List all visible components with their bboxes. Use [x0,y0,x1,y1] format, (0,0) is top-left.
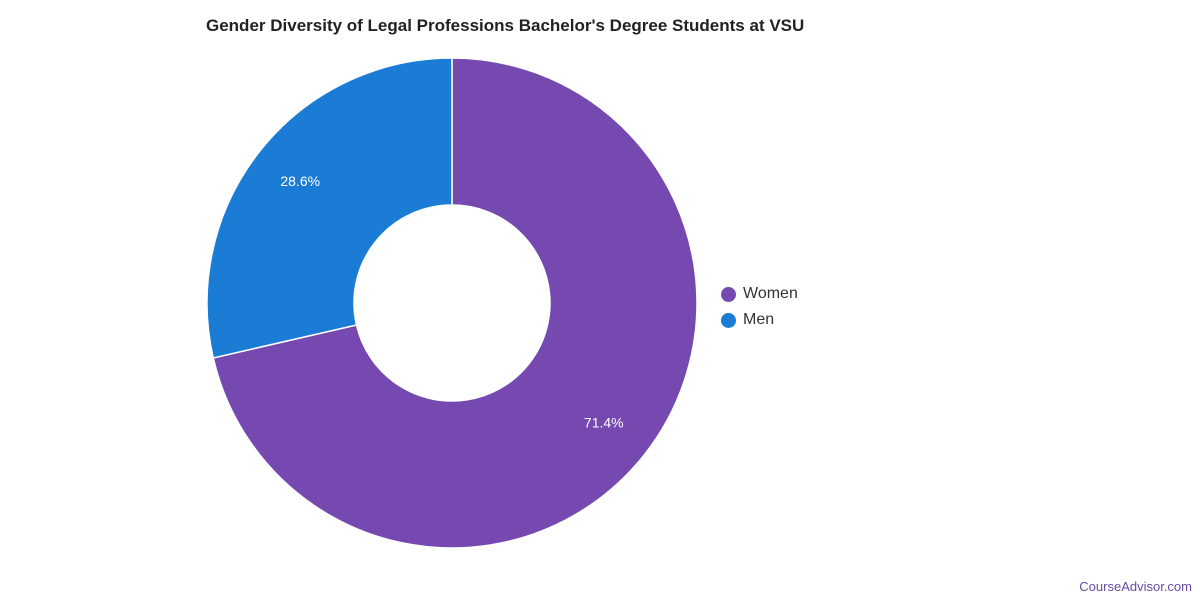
legend-item-men[interactable]: Men [721,307,798,333]
legend-swatch-men [721,312,736,328]
donut-data-labels: 71.4% 28.6% [280,173,623,431]
slice-women[interactable] [212,57,698,549]
data-label-men: 28.6% [280,173,320,189]
chart-legend: Women Men [721,281,798,333]
legend-label-women: Women [743,285,798,302]
data-label-women: 71.4% [584,415,624,431]
slice-men[interactable] [206,57,453,359]
watermark-link[interactable]: CourseAdvisor.com [1079,579,1192,594]
legend-item-women[interactable]: Women [721,281,798,307]
chart-title: Gender Diversity of Legal Professions Ba… [206,16,805,35]
legend-swatch-women [721,286,736,302]
donut-slices [206,57,698,549]
legend-label-men: Men [743,311,775,328]
